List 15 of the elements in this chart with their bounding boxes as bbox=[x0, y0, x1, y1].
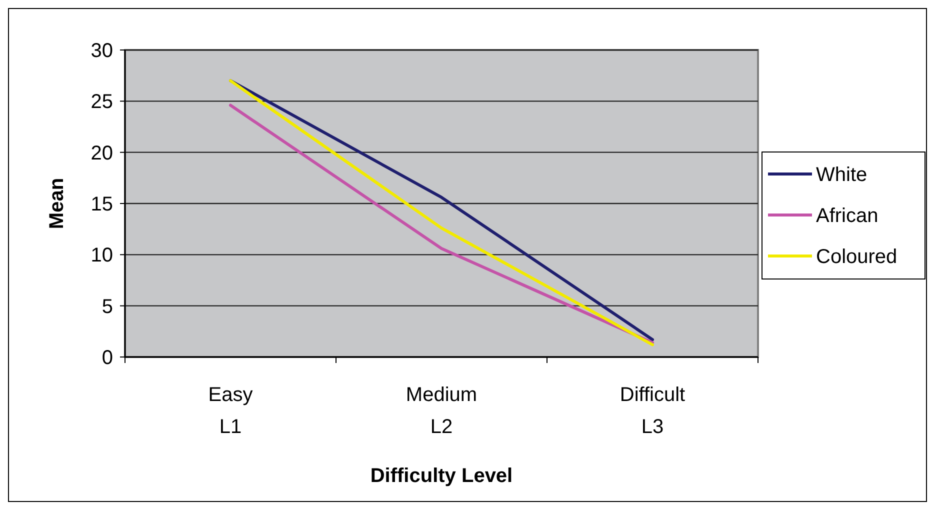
y-tick-label: 20 bbox=[90, 142, 113, 164]
x-tick-label: Easy L1 bbox=[208, 384, 253, 438]
x-tick-label: Medium L2 bbox=[406, 384, 478, 438]
x-axis-title: Difficulty Level bbox=[370, 465, 513, 487]
y-tick-label: 15 bbox=[90, 194, 113, 216]
y-tick-label: 10 bbox=[90, 244, 113, 267]
y-axis-title: Mean bbox=[46, 178, 68, 230]
y-tick-label: 0 bbox=[102, 347, 113, 369]
y-tick-label: 25 bbox=[90, 91, 113, 114]
y-tick-label: 30 bbox=[90, 40, 113, 62]
legend-label: White bbox=[816, 164, 868, 186]
x-tick-label: Difficult L3 bbox=[620, 384, 686, 438]
legend-label: African bbox=[816, 205, 878, 227]
legend-label: Coloured bbox=[816, 246, 898, 268]
y-tick-label: 5 bbox=[102, 296, 113, 318]
